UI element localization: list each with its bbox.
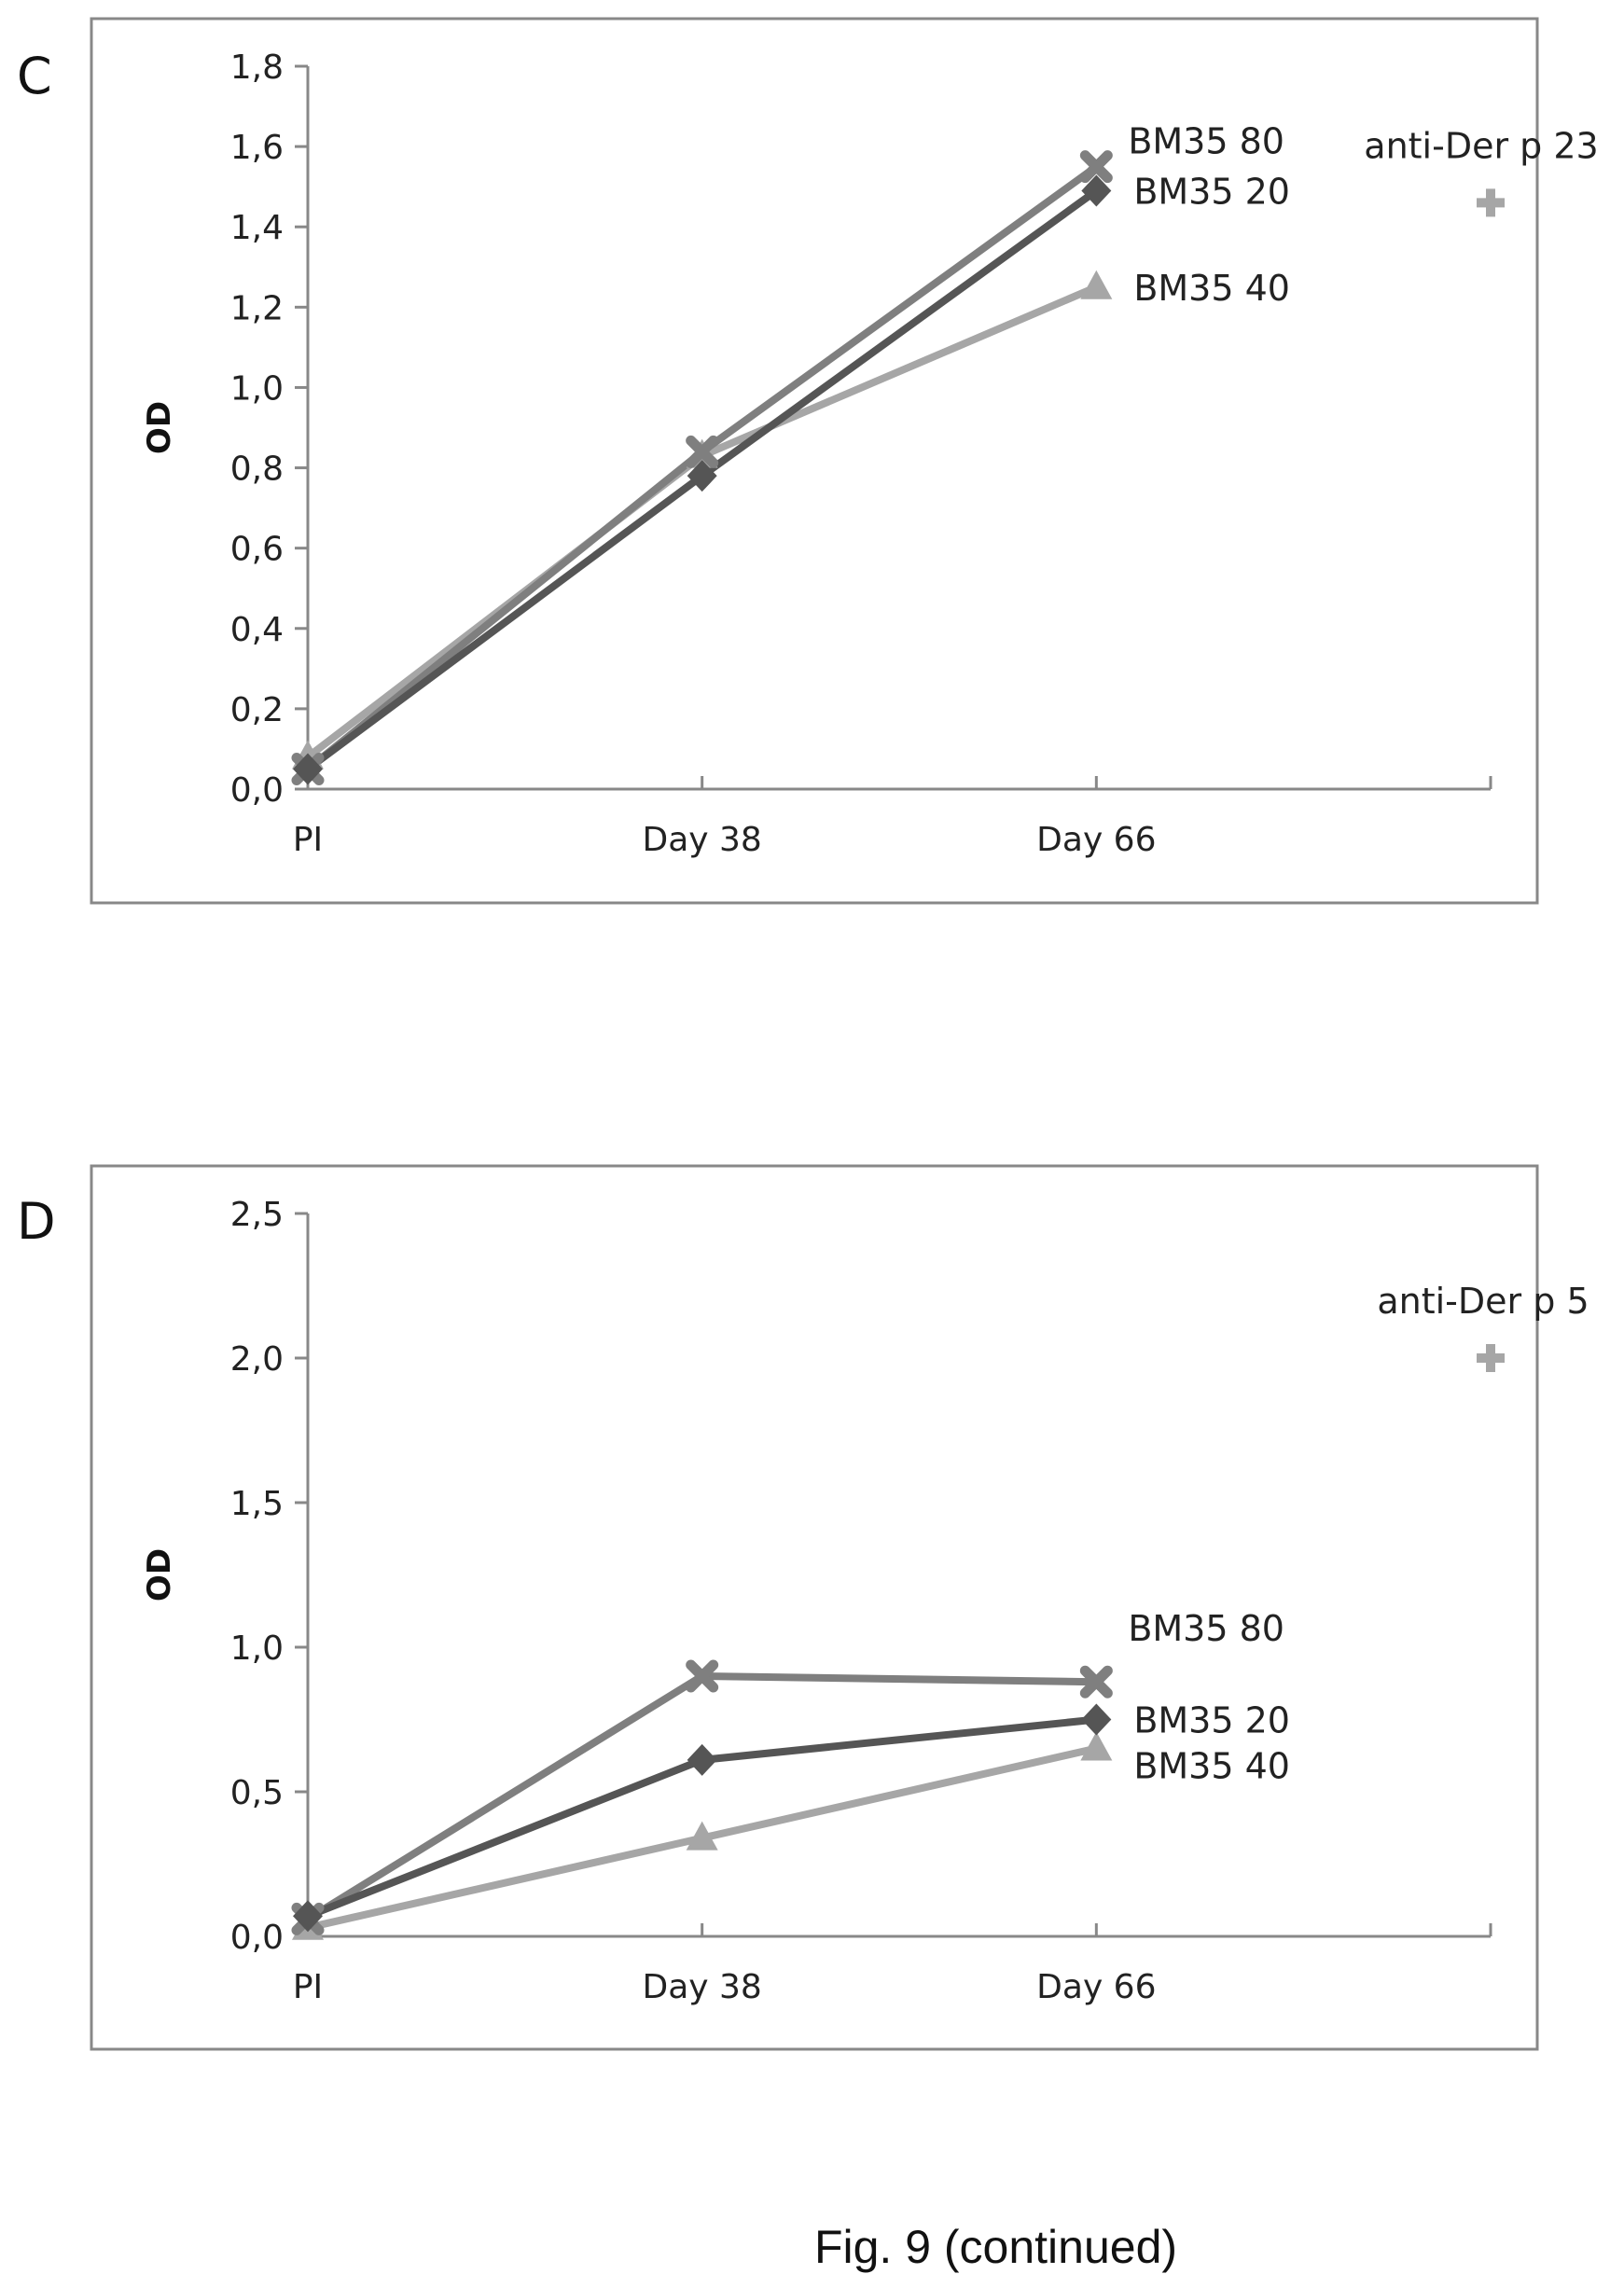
y-tick-label: 0,0 [230, 1919, 284, 1957]
data-point-bm35-20 [687, 460, 717, 492]
x-tick-label: Day 38 [642, 1968, 761, 2006]
series-label-bm35-20: BM35 20 [1133, 171, 1290, 212]
y-axis-label: OD [141, 401, 178, 454]
y-tick-label: 0,6 [230, 531, 284, 569]
y-axis-label: OD [141, 1548, 178, 1602]
figure-caption: Fig. 9 (continued) [813, 2221, 1178, 2273]
y-tick-label: 1,2 [230, 289, 284, 327]
data-point-bm35-40 [1080, 270, 1113, 299]
data-point-bm35-20 [687, 1743, 717, 1776]
control-point [1477, 188, 1505, 217]
chart-panel-c: 0,0 0,2 0,4 0,6 0,8 1,0 1,2 1,4 1,6 1,8 PI Day 38 Da… [90, 17, 1599, 905]
y-tick-label: 1,8 [230, 49, 284, 87]
x-tick-label: Day 38 [642, 821, 761, 859]
y-tick-label: 1,6 [230, 129, 284, 167]
y-tick-label: 2,5 [230, 1196, 284, 1234]
y-tick-label: 1,0 [230, 1629, 284, 1668]
y-tick-label: 0,5 [230, 1774, 284, 1812]
y-tick-label: 0,2 [230, 691, 284, 729]
panel-letter-c: C [17, 47, 52, 105]
y-tick-label: 1,0 [230, 369, 284, 408]
control-point [1477, 1344, 1505, 1372]
series-label-bm35-40: BM35 40 [1133, 1746, 1290, 1787]
y-tick-label: 1,5 [230, 1485, 284, 1523]
y-tick-label: 2,0 [230, 1340, 284, 1379]
series-label-bm35-20: BM35 20 [1133, 1700, 1290, 1741]
y-tick-label: 0,8 [230, 451, 284, 489]
control-label: anti-Der p 5 [1377, 1281, 1589, 1322]
data-point-bm35-40 [686, 1821, 718, 1851]
series-label-bm35-40: BM35 40 [1133, 268, 1290, 309]
panel-letter-d: D [17, 1192, 56, 1251]
data-point-bm35-20 [1081, 174, 1112, 207]
x-tick-label: Day 66 [1036, 1968, 1156, 2006]
chart-frame [90, 17, 1539, 905]
chart-frame [90, 1164, 1539, 2051]
data-point-bm35-80 [1079, 150, 1113, 184]
x-tick-label: PI [293, 821, 323, 859]
data-point-bm35-80 [686, 435, 719, 468]
series-line-bm35-40 [305, 284, 1098, 760]
data-point-bm35-20 [1081, 1703, 1112, 1736]
y-tick-label: 0,4 [230, 611, 284, 649]
chart-panel-d: 0,0 0,5 1,0 1,5 2,0 2,5 PI Day 38 Day 66 OD BM35 2… [90, 1164, 1589, 2051]
y-tick-label: 1,4 [230, 209, 284, 247]
series-label-bm35-80: BM35 80 [1128, 121, 1284, 162]
y-tick-label: 0,0 [230, 771, 284, 810]
data-point-bm35-20 [293, 1900, 323, 1933]
series-label-bm35-80: BM35 80 [1128, 1608, 1284, 1649]
x-tick-label: PI [293, 1968, 323, 2006]
data-point-bm35-80 [686, 1659, 719, 1693]
series-line-bm35-80 [305, 1672, 1097, 1922]
data-point-bm35-20 [293, 753, 323, 785]
control-label: anti-Der p 23 [1364, 125, 1598, 166]
x-tick-label: Day 66 [1036, 821, 1156, 859]
data-point-bm35-40 [1080, 1731, 1113, 1761]
data-point-bm35-80 [1079, 1665, 1113, 1699]
